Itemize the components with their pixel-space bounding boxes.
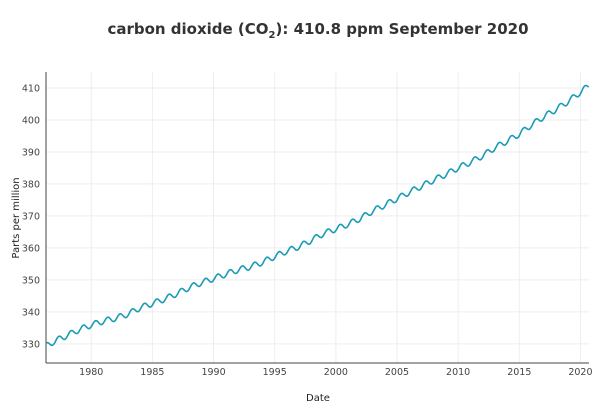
y-tick-label: 380 [22, 179, 40, 190]
y-tick-label: 340 [22, 307, 40, 318]
x-tick-label: 2005 [385, 367, 409, 378]
title-main: carbon dioxide (CO [107, 20, 269, 38]
grid [46, 72, 589, 363]
title-subscript: 2 [268, 30, 276, 41]
x-tick-label: 1980 [79, 367, 103, 378]
y-tick-label: 360 [22, 243, 40, 254]
x-tick-label: 2010 [446, 367, 470, 378]
title-rest: ): 410.8 ppm September 2020 [275, 20, 529, 38]
y-tick-label: 370 [22, 211, 40, 222]
chart-title: carbon dioxide (CO2): 410.8 ppm Septembe… [0, 20, 600, 41]
y-axis-label: Parts per million [11, 177, 22, 258]
x-tick-label: 2000 [324, 367, 348, 378]
y-tick-label: 330 [22, 339, 40, 350]
x-tick-label: 2020 [568, 367, 592, 378]
y-tick-label: 350 [22, 275, 40, 286]
x-tick-label: 1985 [140, 367, 164, 378]
co2-series-line [45, 84, 590, 347]
y-tick-label: 390 [22, 147, 40, 158]
y-tick-label: 400 [22, 115, 40, 126]
x-tick-label: 1990 [201, 367, 225, 378]
x-tick-label: 2015 [507, 367, 531, 378]
y-tick-label: 410 [22, 83, 40, 94]
tick-labels: 1980 1985 1990 1995 2000 2005 2010 2015 2020 330 3… [22, 83, 593, 378]
x-tick-label: 1995 [263, 367, 287, 378]
x-axis-label: Date [306, 393, 330, 404]
